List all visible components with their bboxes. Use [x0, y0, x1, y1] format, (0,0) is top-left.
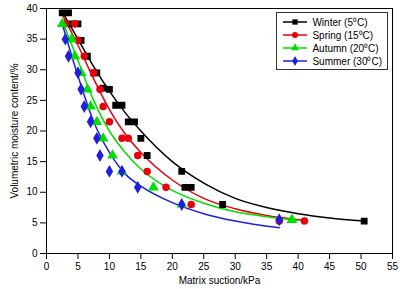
svg-text:20: 20 — [167, 261, 179, 272]
svg-text:5: 5 — [32, 217, 38, 228]
svg-text:15: 15 — [26, 156, 38, 167]
svg-text:25: 25 — [198, 261, 210, 272]
svg-text:50: 50 — [355, 261, 367, 272]
svg-text:10: 10 — [104, 261, 116, 272]
svg-text:0: 0 — [32, 248, 38, 259]
svg-text:55: 55 — [387, 261, 399, 272]
svg-text:40: 40 — [26, 3, 38, 14]
svg-text:Matrix suction/kPa: Matrix suction/kPa — [179, 275, 261, 286]
svg-text:30: 30 — [230, 261, 242, 272]
svg-text:35: 35 — [261, 261, 273, 272]
html-text:Summer (30⁰C): Summer (30⁰C) — [312, 55, 382, 67]
svg-text:35: 35 — [26, 33, 38, 44]
svg-text:20: 20 — [26, 125, 38, 136]
svg-text:15: 15 — [135, 261, 147, 272]
html-text:Autumn (20⁰C): Autumn (20⁰C) — [312, 42, 379, 54]
svg-text:5: 5 — [75, 261, 81, 272]
svg-text:25: 25 — [26, 95, 38, 106]
svg-text:10: 10 — [26, 186, 38, 197]
html-text:Winter (5⁰C): Winter (5⁰C) — [312, 16, 368, 28]
svg-text:40: 40 — [293, 261, 305, 272]
svg-text:45: 45 — [324, 261, 336, 272]
html-text:Spring (15⁰C): Spring (15⁰C) — [312, 29, 374, 41]
svg-text:Volumetric moisture content/%: Volumetric moisture content/% — [9, 63, 20, 198]
svg-text:0: 0 — [44, 261, 50, 272]
svg-text:30: 30 — [26, 64, 38, 75]
